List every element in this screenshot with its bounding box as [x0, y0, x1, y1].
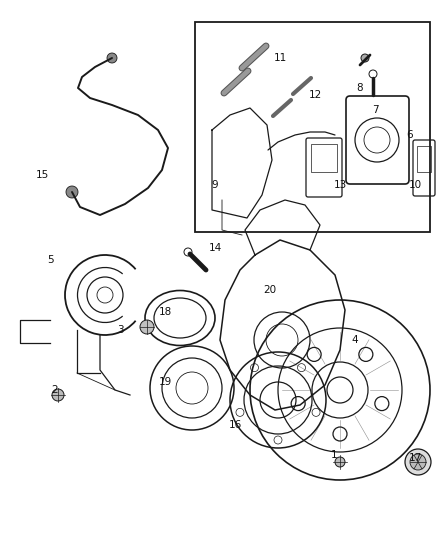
Circle shape: [66, 186, 78, 198]
Text: 4: 4: [352, 335, 358, 345]
Text: 17: 17: [408, 453, 422, 463]
Text: 11: 11: [273, 53, 286, 63]
Text: 5: 5: [47, 255, 53, 265]
Bar: [311, 144, 337, 172]
Circle shape: [140, 320, 154, 334]
Circle shape: [410, 454, 426, 470]
Text: 19: 19: [159, 377, 172, 387]
Text: 9: 9: [212, 180, 218, 190]
Text: 20: 20: [263, 285, 276, 295]
Text: 12: 12: [308, 90, 321, 100]
Text: 2: 2: [52, 385, 58, 395]
Bar: [417, 146, 431, 172]
Bar: [195, 22, 430, 232]
Text: 13: 13: [333, 180, 346, 190]
Text: 3: 3: [117, 325, 124, 335]
Text: 6: 6: [407, 130, 413, 140]
Circle shape: [335, 457, 345, 467]
Circle shape: [107, 53, 117, 63]
Text: 8: 8: [357, 83, 363, 93]
Circle shape: [52, 389, 64, 401]
Text: 10: 10: [409, 180, 421, 190]
Text: 16: 16: [228, 420, 242, 430]
Circle shape: [361, 54, 369, 62]
Text: 15: 15: [35, 170, 49, 180]
Text: 1: 1: [331, 450, 337, 460]
Text: 7: 7: [372, 105, 378, 115]
Circle shape: [405, 449, 431, 475]
Text: 18: 18: [159, 307, 172, 317]
Text: 14: 14: [208, 243, 222, 253]
